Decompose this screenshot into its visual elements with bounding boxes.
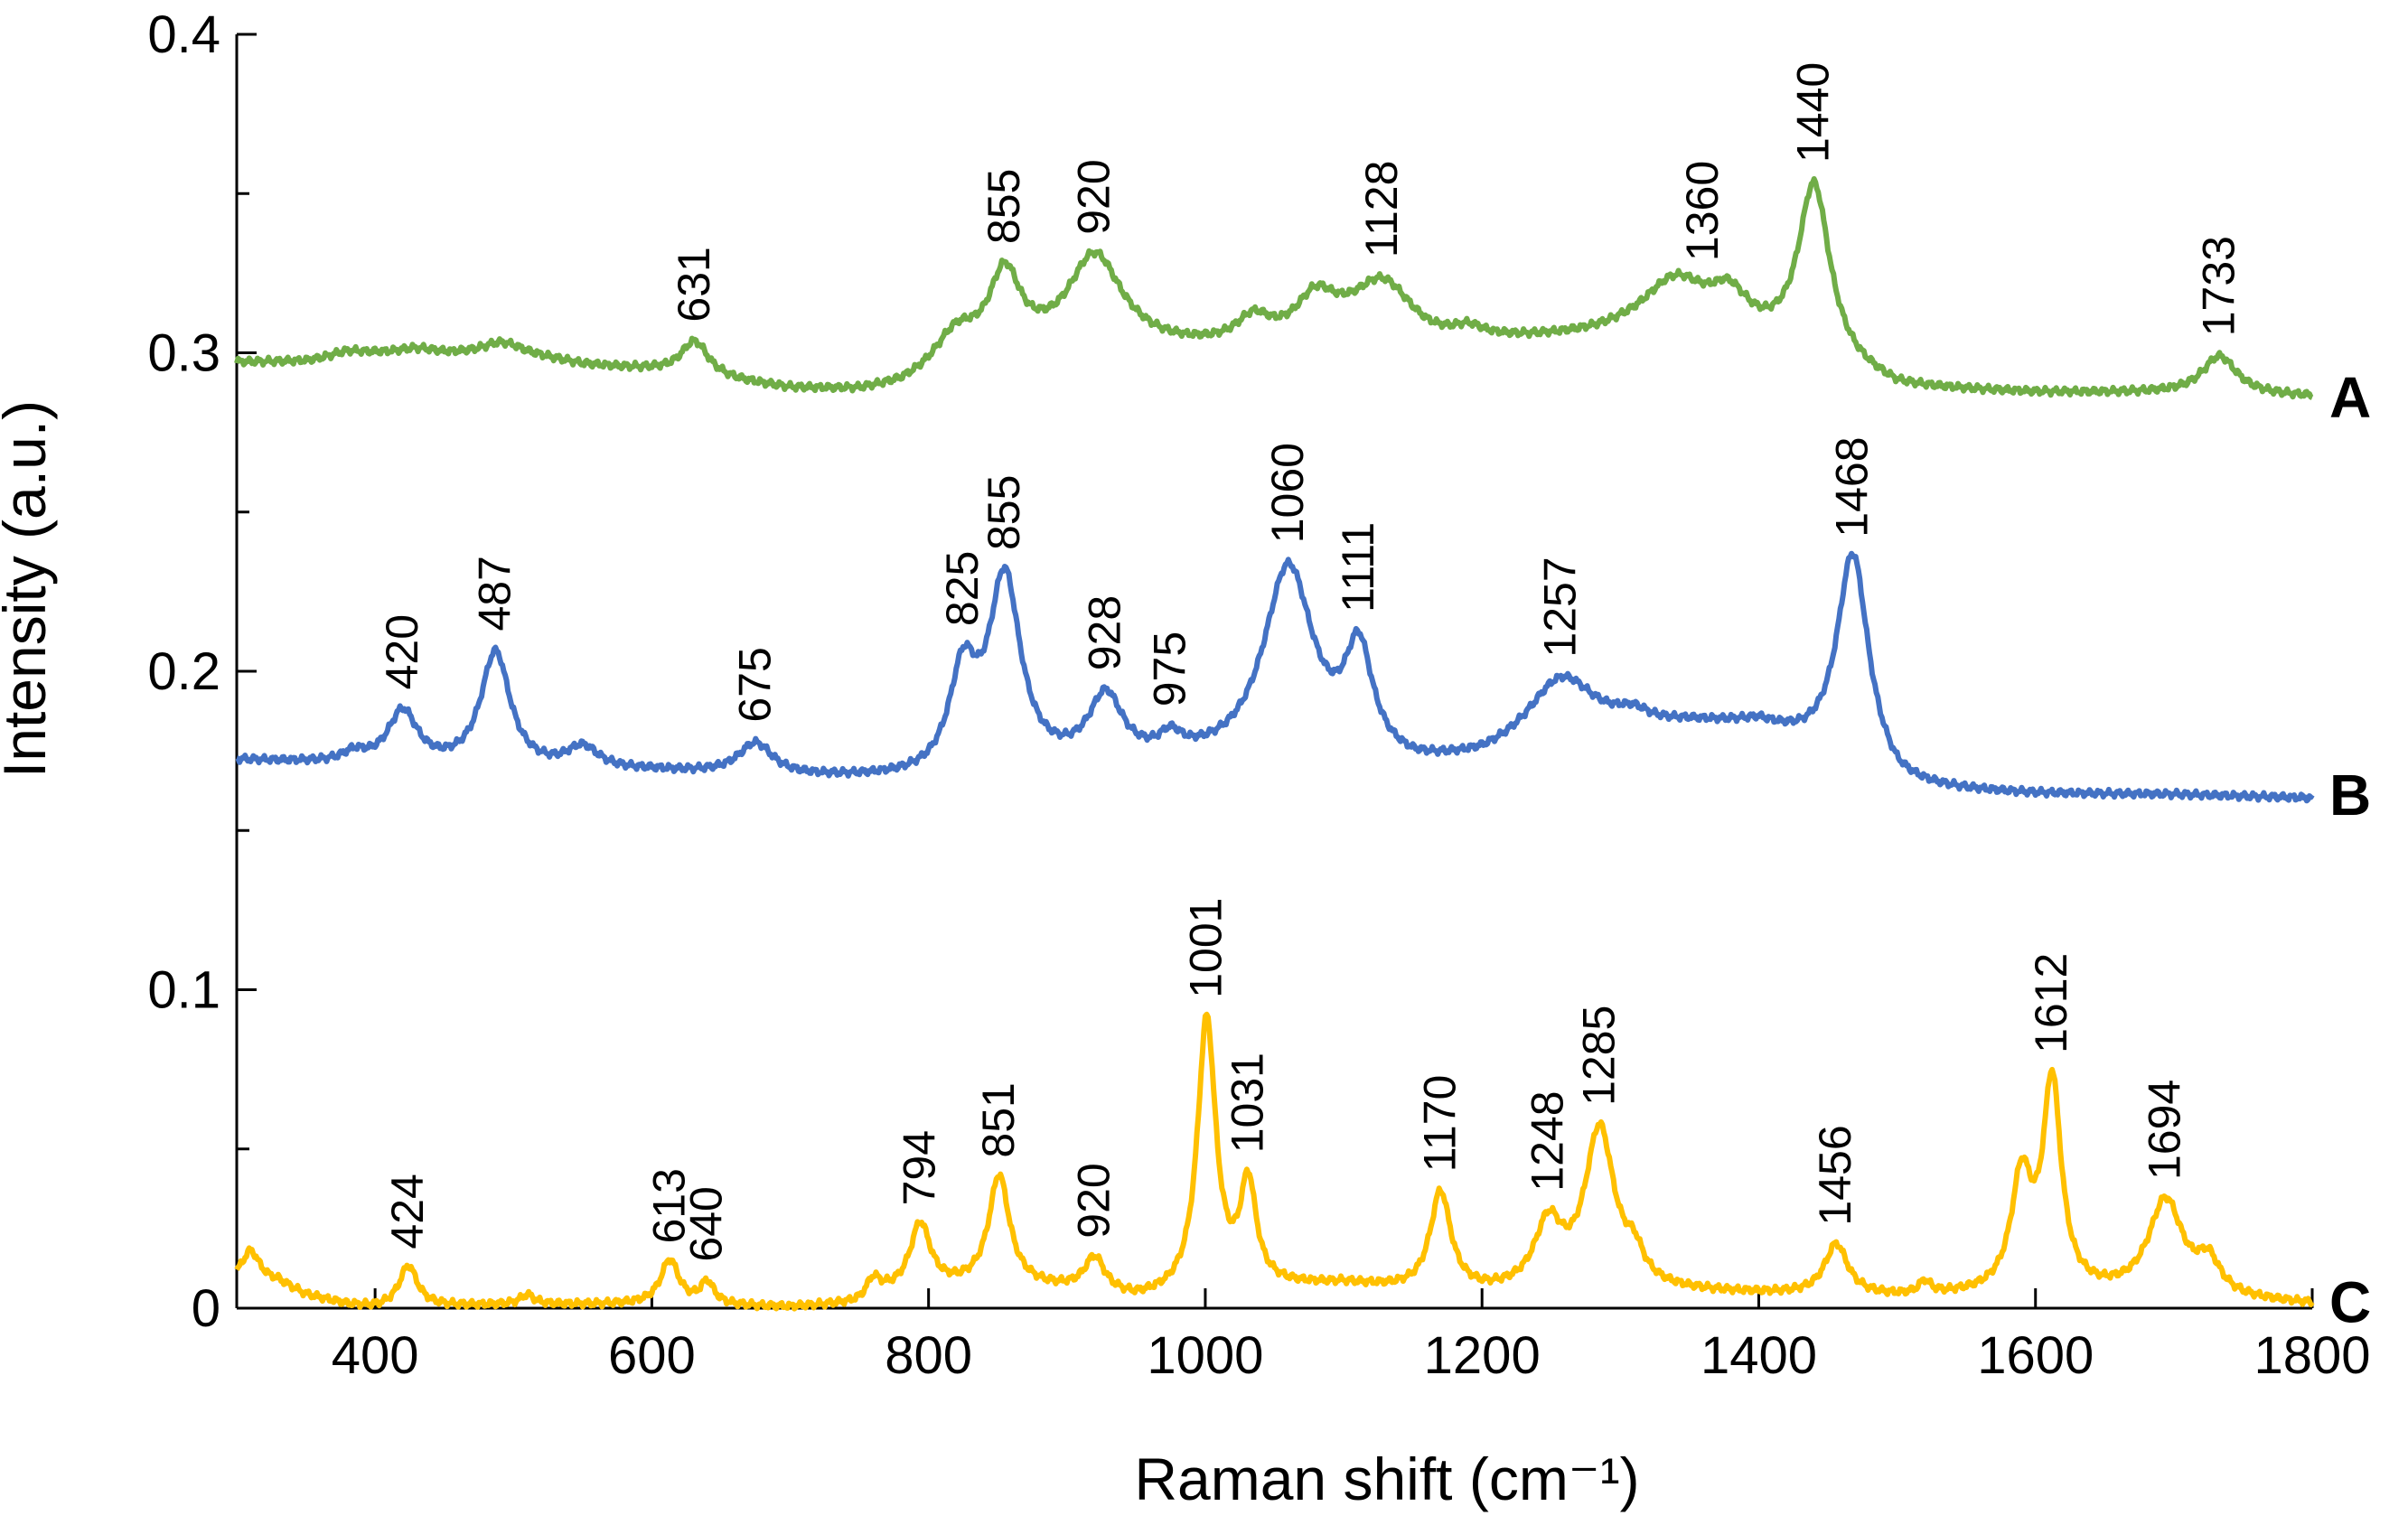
peak-label: 424 [382,1174,433,1249]
y-tick-label: 0.4 [147,5,220,64]
series-tag-a: A [2329,365,2371,430]
peak-label: 794 [895,1130,945,1205]
peak-label: 675 [729,647,780,722]
y-tick-label: 0 [192,1279,220,1338]
x-tick-label: 800 [885,1326,972,1385]
series-group: A B C [234,176,2371,1335]
peak-label: 1111 [1333,522,1383,613]
x-axis-title: Raman shift (cm⁻¹) [1134,1445,1639,1512]
peak-label: 855 [979,475,1029,550]
axes [235,34,2312,1310]
x-tick-label: 1000 [1147,1326,1263,1385]
peak-label: 1128 [1356,161,1407,258]
peak-label: 1360 [1677,161,1728,261]
peak-label: 825 [937,551,988,626]
y-tick-label: 0.3 [147,324,220,383]
peak-label: 1440 [1788,62,1839,163]
peak-label: 631 [669,247,719,322]
peak-label: 1257 [1535,557,1586,657]
x-tick-label: 1600 [1977,1326,2094,1385]
peak-label: 1694 [2140,1080,2190,1180]
peak-label: 1031 [1222,1053,1272,1153]
peak-label: 1612 [2026,953,2076,1053]
peak-label: 855 [979,169,1029,244]
x-tick-label: 1800 [2253,1326,2370,1385]
tick-group: 0 0.1 0.2 0.3 0.4 400 600 800 1000 1200 1400 1600 18… [147,5,2370,1385]
y-axis-title: Intensity (a.u.) [0,400,58,778]
series-tag-c: C [2329,1270,2371,1335]
peak-label: 928 [1080,595,1130,670]
peak-label: 1468 [1827,436,1878,537]
x-tick-label: 1200 [1424,1326,1541,1385]
y-tick-label: 0.1 [147,961,220,1020]
series-tag-b: B [2329,762,2371,828]
x-tick-label: 1400 [1701,1326,1817,1385]
peak-label: 613 [643,1168,694,1243]
series-line-a [234,176,2314,400]
peak-label: 1733 [2193,236,2244,336]
peak-label: 1001 [1181,898,1232,998]
peak-label: 975 [1145,632,1195,706]
peak-label: 1285 [1573,1006,1624,1106]
peak-label: 920 [1068,1163,1119,1238]
series-line-b [235,550,2315,804]
peak-label: 1060 [1262,443,1313,543]
x-tick-label: 600 [608,1326,696,1385]
y-tick-label: 0.2 [147,642,220,701]
peak-label: 1248 [1523,1090,1573,1191]
peak-label: 487 [469,556,520,631]
peak-label: 920 [1068,159,1119,234]
series-line-c [234,1011,2315,1312]
peak-label: 1170 [1414,1075,1465,1173]
peak-label: 1456 [1810,1125,1860,1225]
peak-label: 420 [377,614,427,689]
peak-label: 851 [973,1082,1024,1157]
x-tick-label: 400 [332,1326,419,1385]
peak-label: 640 [681,1186,732,1261]
